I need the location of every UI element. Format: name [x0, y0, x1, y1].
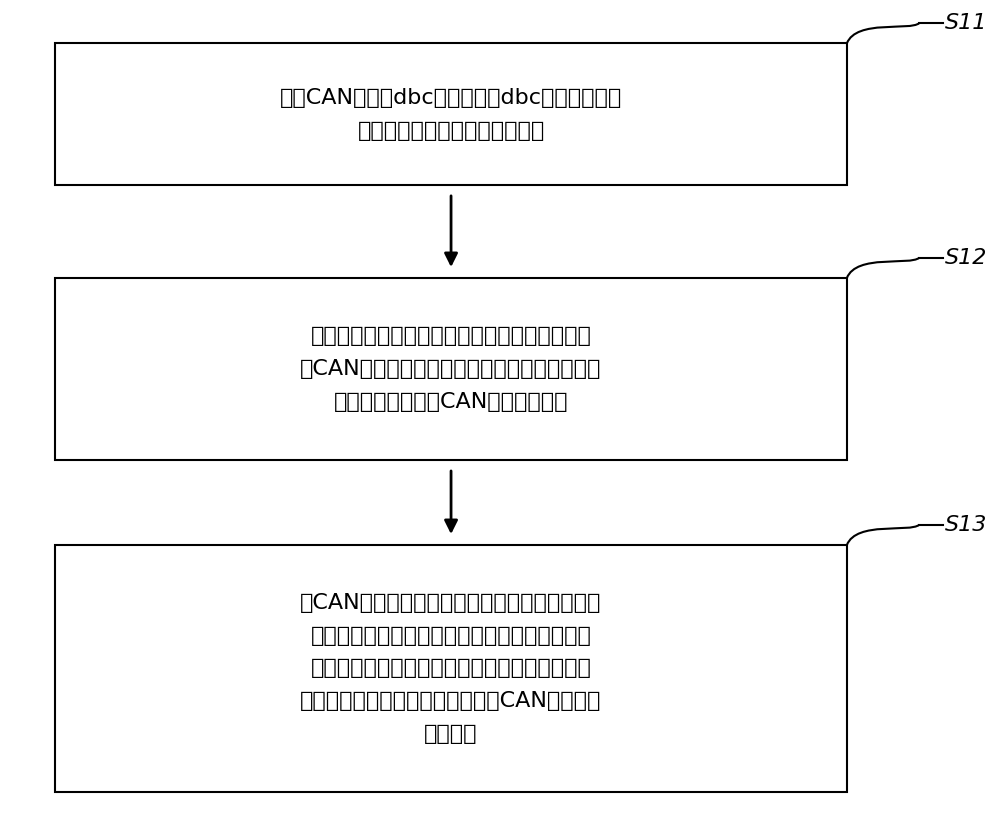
Text: S13: S13: [945, 514, 988, 535]
Text: 获取CAN协议的dbc文件，利用dbc文件中的关键
字读取用于生成代码的需求信息: 获取CAN协议的dbc文件，利用dbc文件中的关键 字读取用于生成代码的需求信息: [280, 88, 622, 141]
Text: 从需求信息中获取整车控制器的所有通信帧，调
用CAN通信帧解码函数对整车控制器的所有通信
帧进行解码，得到CAN通信解码语句: 从需求信息中获取整车控制器的所有通信帧，调 用CAN通信帧解码函数对整车控制器的…: [300, 326, 602, 412]
Text: S11: S11: [945, 13, 988, 33]
Text: S12: S12: [945, 248, 988, 267]
Text: 从CAN通信解码语句中获取整车控制器的接收信
号的长度和标识，依据接收信号的长度和标识判
断接收信号的数据类型，利用接收信号的长度和
标识以及接收信号的数据类型: 从CAN通信解码语句中获取整车控制器的接收信 号的长度和标识，依据接收信号的长度…: [300, 593, 602, 744]
FancyBboxPatch shape: [55, 278, 847, 460]
FancyBboxPatch shape: [55, 545, 847, 792]
FancyBboxPatch shape: [55, 44, 847, 185]
